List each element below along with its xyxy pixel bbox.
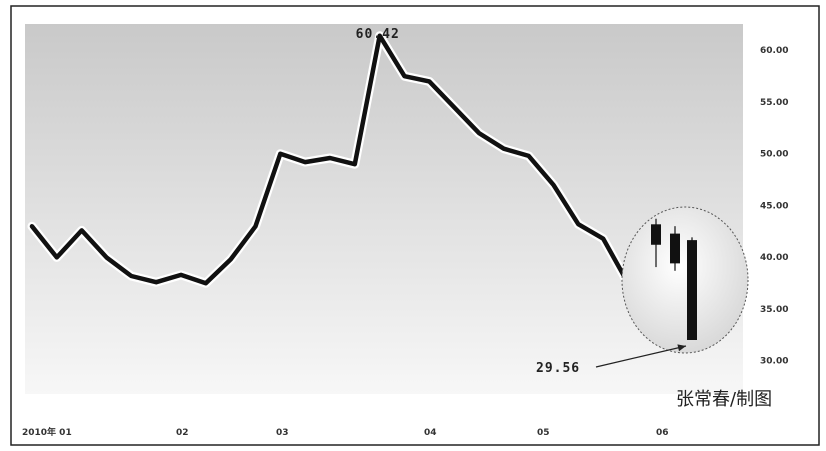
x-tick-label: 02 (176, 428, 189, 438)
price-line (29, 33, 631, 286)
zoom-oval-layer (621, 206, 749, 354)
low-value-label: 29.56 (536, 361, 580, 376)
x-tick-label: 06 (656, 428, 669, 438)
zoom-oval (621, 206, 749, 354)
plot-background (25, 24, 743, 394)
y-tick-label: 35.00 (760, 305, 788, 315)
y-tick-label: 55.00 (760, 98, 788, 108)
low-value-arrowhead (677, 344, 686, 352)
x-tick-label: 04 (424, 428, 437, 438)
annotation-layer: 60.42 29.56 (356, 27, 687, 376)
chart-credit: 张常春/制图 (676, 389, 772, 410)
x-tick-label: 2010年 01 (22, 426, 72, 438)
candle-body (670, 233, 680, 264)
x-tick-label: 05 (537, 428, 550, 438)
y-tick-label: 50.00 (760, 150, 788, 160)
y-axis: 60.00 55.00 50.00 45.00 40.00 35.00 30.00 (760, 46, 788, 367)
y-tick-label: 45.00 (760, 201, 788, 211)
candle-body (651, 224, 661, 245)
x-tick-label: 03 (276, 428, 289, 438)
y-tick-label: 60.00 (760, 46, 788, 56)
x-axis: 2010年 01 02 03 04 05 06 (22, 426, 669, 438)
y-tick-label: 30.00 (760, 357, 788, 367)
y-tick-label: 40.00 (760, 253, 788, 263)
low-value-arrow (595, 345, 687, 368)
high-value-label: 60.42 (356, 27, 400, 42)
candle-body (687, 240, 697, 340)
price-line-layer (27, 31, 633, 288)
